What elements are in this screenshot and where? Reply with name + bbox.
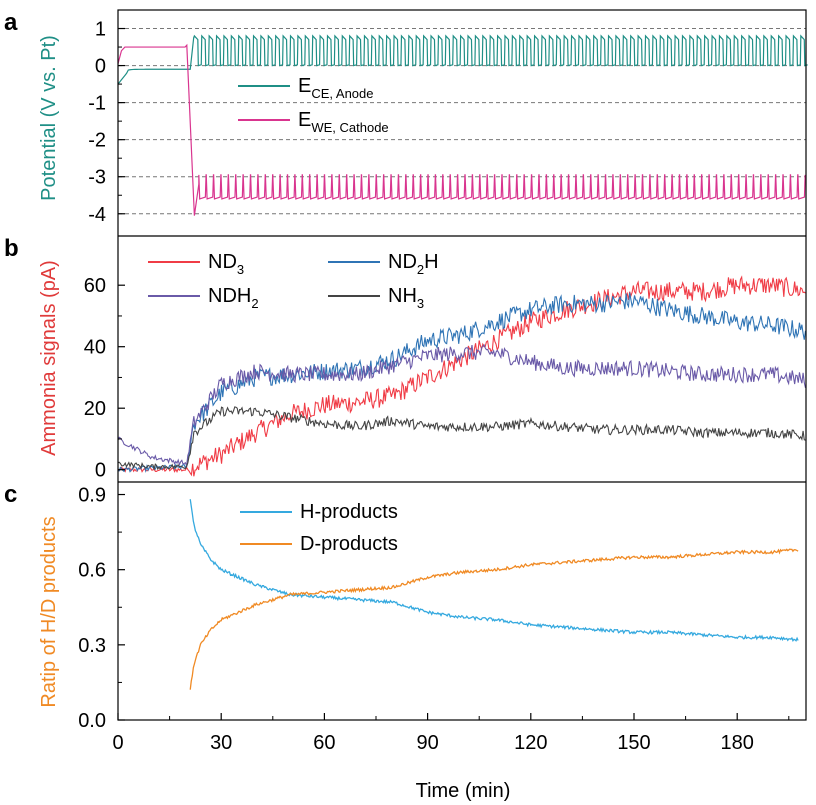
ytick-label-a-3: -2 [88, 130, 106, 152]
axes-layer: 1 0 -1 -2 -3 -4 0 20 40 60 0.0 0.3 0.6 0.9 0 30 60 90 120 1… [78, 9, 807, 754]
ytick-label-a-4: -3 [88, 167, 106, 189]
ytick-label-c-2: 0.6 [78, 560, 106, 582]
ytick-label-c-1: 0.3 [78, 635, 106, 657]
legend-h-products: H-products [240, 501, 398, 523]
panel-letter-c: c [4, 481, 17, 508]
series-nd2h [117, 292, 807, 474]
legend-nh3-sub: 3 [417, 296, 424, 311]
legend-h-products-label: H-products [300, 501, 398, 523]
legend-d-products-label: D-products [300, 533, 398, 555]
panel-letter-a: a [4, 9, 18, 36]
panel-c-xlabel: Time (min) [416, 780, 511, 802]
legend-d-products-main: D-products [300, 533, 398, 555]
series-nh3 [117, 406, 806, 471]
legend-ndh2-sub: 2 [251, 296, 258, 311]
legend-ece-sub: CE, Anode [311, 86, 373, 101]
legend-nd3-label: ND3 [208, 251, 244, 277]
legend-ece-label: ECE, Anode [298, 75, 374, 101]
legend-ece-main: E [298, 75, 311, 97]
legend-nh3-main: NH [388, 285, 417, 307]
legend-nd2h-label: ND2H [388, 251, 439, 277]
ytick-label-b-3: 60 [84, 275, 106, 297]
series-ndh2 [117, 343, 807, 468]
series-ece-anode [117, 34, 808, 85]
xtick-label-5: 150 [617, 732, 650, 754]
xtick-label-2: 60 [313, 732, 335, 754]
legend-ndh2-label: NDH2 [208, 285, 259, 311]
legend-h-products-main: H-products [300, 501, 398, 523]
xtick-label-0: 0 [112, 732, 123, 754]
ytick-label-b-0: 0 [95, 460, 106, 482]
panel-a-ylabel: Potential (V vs. Pt) [38, 35, 60, 201]
legend-ewe-main: E [298, 109, 311, 131]
xtick-label-3: 90 [416, 732, 438, 754]
xtick-label-1: 30 [210, 732, 232, 754]
xtick-label-6: 180 [721, 732, 754, 754]
legend-nh3: NH3 [328, 285, 424, 311]
legend-ece: ECE, Anode [238, 75, 374, 101]
grid-layer [118, 28, 806, 215]
legend-nd2h-sub: 2 [417, 262, 424, 277]
plot-frame [117, 9, 807, 721]
series-layer [117, 34, 808, 690]
ytick-label-c-3: 0.9 [78, 485, 106, 507]
ytick-label-a-0: 1 [95, 19, 106, 41]
legend-ewe-sub: WE, Cathode [311, 120, 388, 135]
series-d-products [189, 548, 799, 690]
panel-b-ylabel: Ammonia signals (pA) [38, 260, 60, 456]
legend-ndh2-main: NDH [208, 285, 251, 307]
ytick-label-c-0: 0.0 [78, 710, 106, 732]
legend-d-products: D-products [240, 533, 398, 555]
legend-nd2h-tail: H [424, 251, 438, 273]
legend-nd2h: ND2H [328, 251, 439, 277]
legend-nd3-main: ND [208, 251, 237, 273]
series-ewe-cathode [117, 43, 806, 216]
ytick-label-a-5: -4 [88, 204, 106, 226]
legend-nd3: ND3 [148, 251, 244, 277]
ytick-label-a-1: 0 [95, 56, 106, 78]
legend-nd3-sub: 3 [237, 262, 244, 277]
legend-ndh2: NDH2 [148, 285, 259, 311]
legend-ewe-label: EWE, Cathode [298, 109, 389, 135]
xtick-label-4: 120 [514, 732, 547, 754]
panel-letter-b: b [4, 235, 19, 262]
ytick-label-a-2: -1 [88, 93, 106, 115]
ytick-label-b-1: 20 [84, 398, 106, 420]
ytick-label-b-2: 40 [84, 337, 106, 359]
legend-nh3-label: NH3 [388, 285, 424, 311]
legend-nd2h-main: ND [388, 251, 417, 273]
legend-ewe: EWE, Cathode [238, 109, 389, 135]
panel-c-ylabel: Ratip of H/D products [38, 516, 60, 707]
series-nd3 [117, 275, 806, 477]
